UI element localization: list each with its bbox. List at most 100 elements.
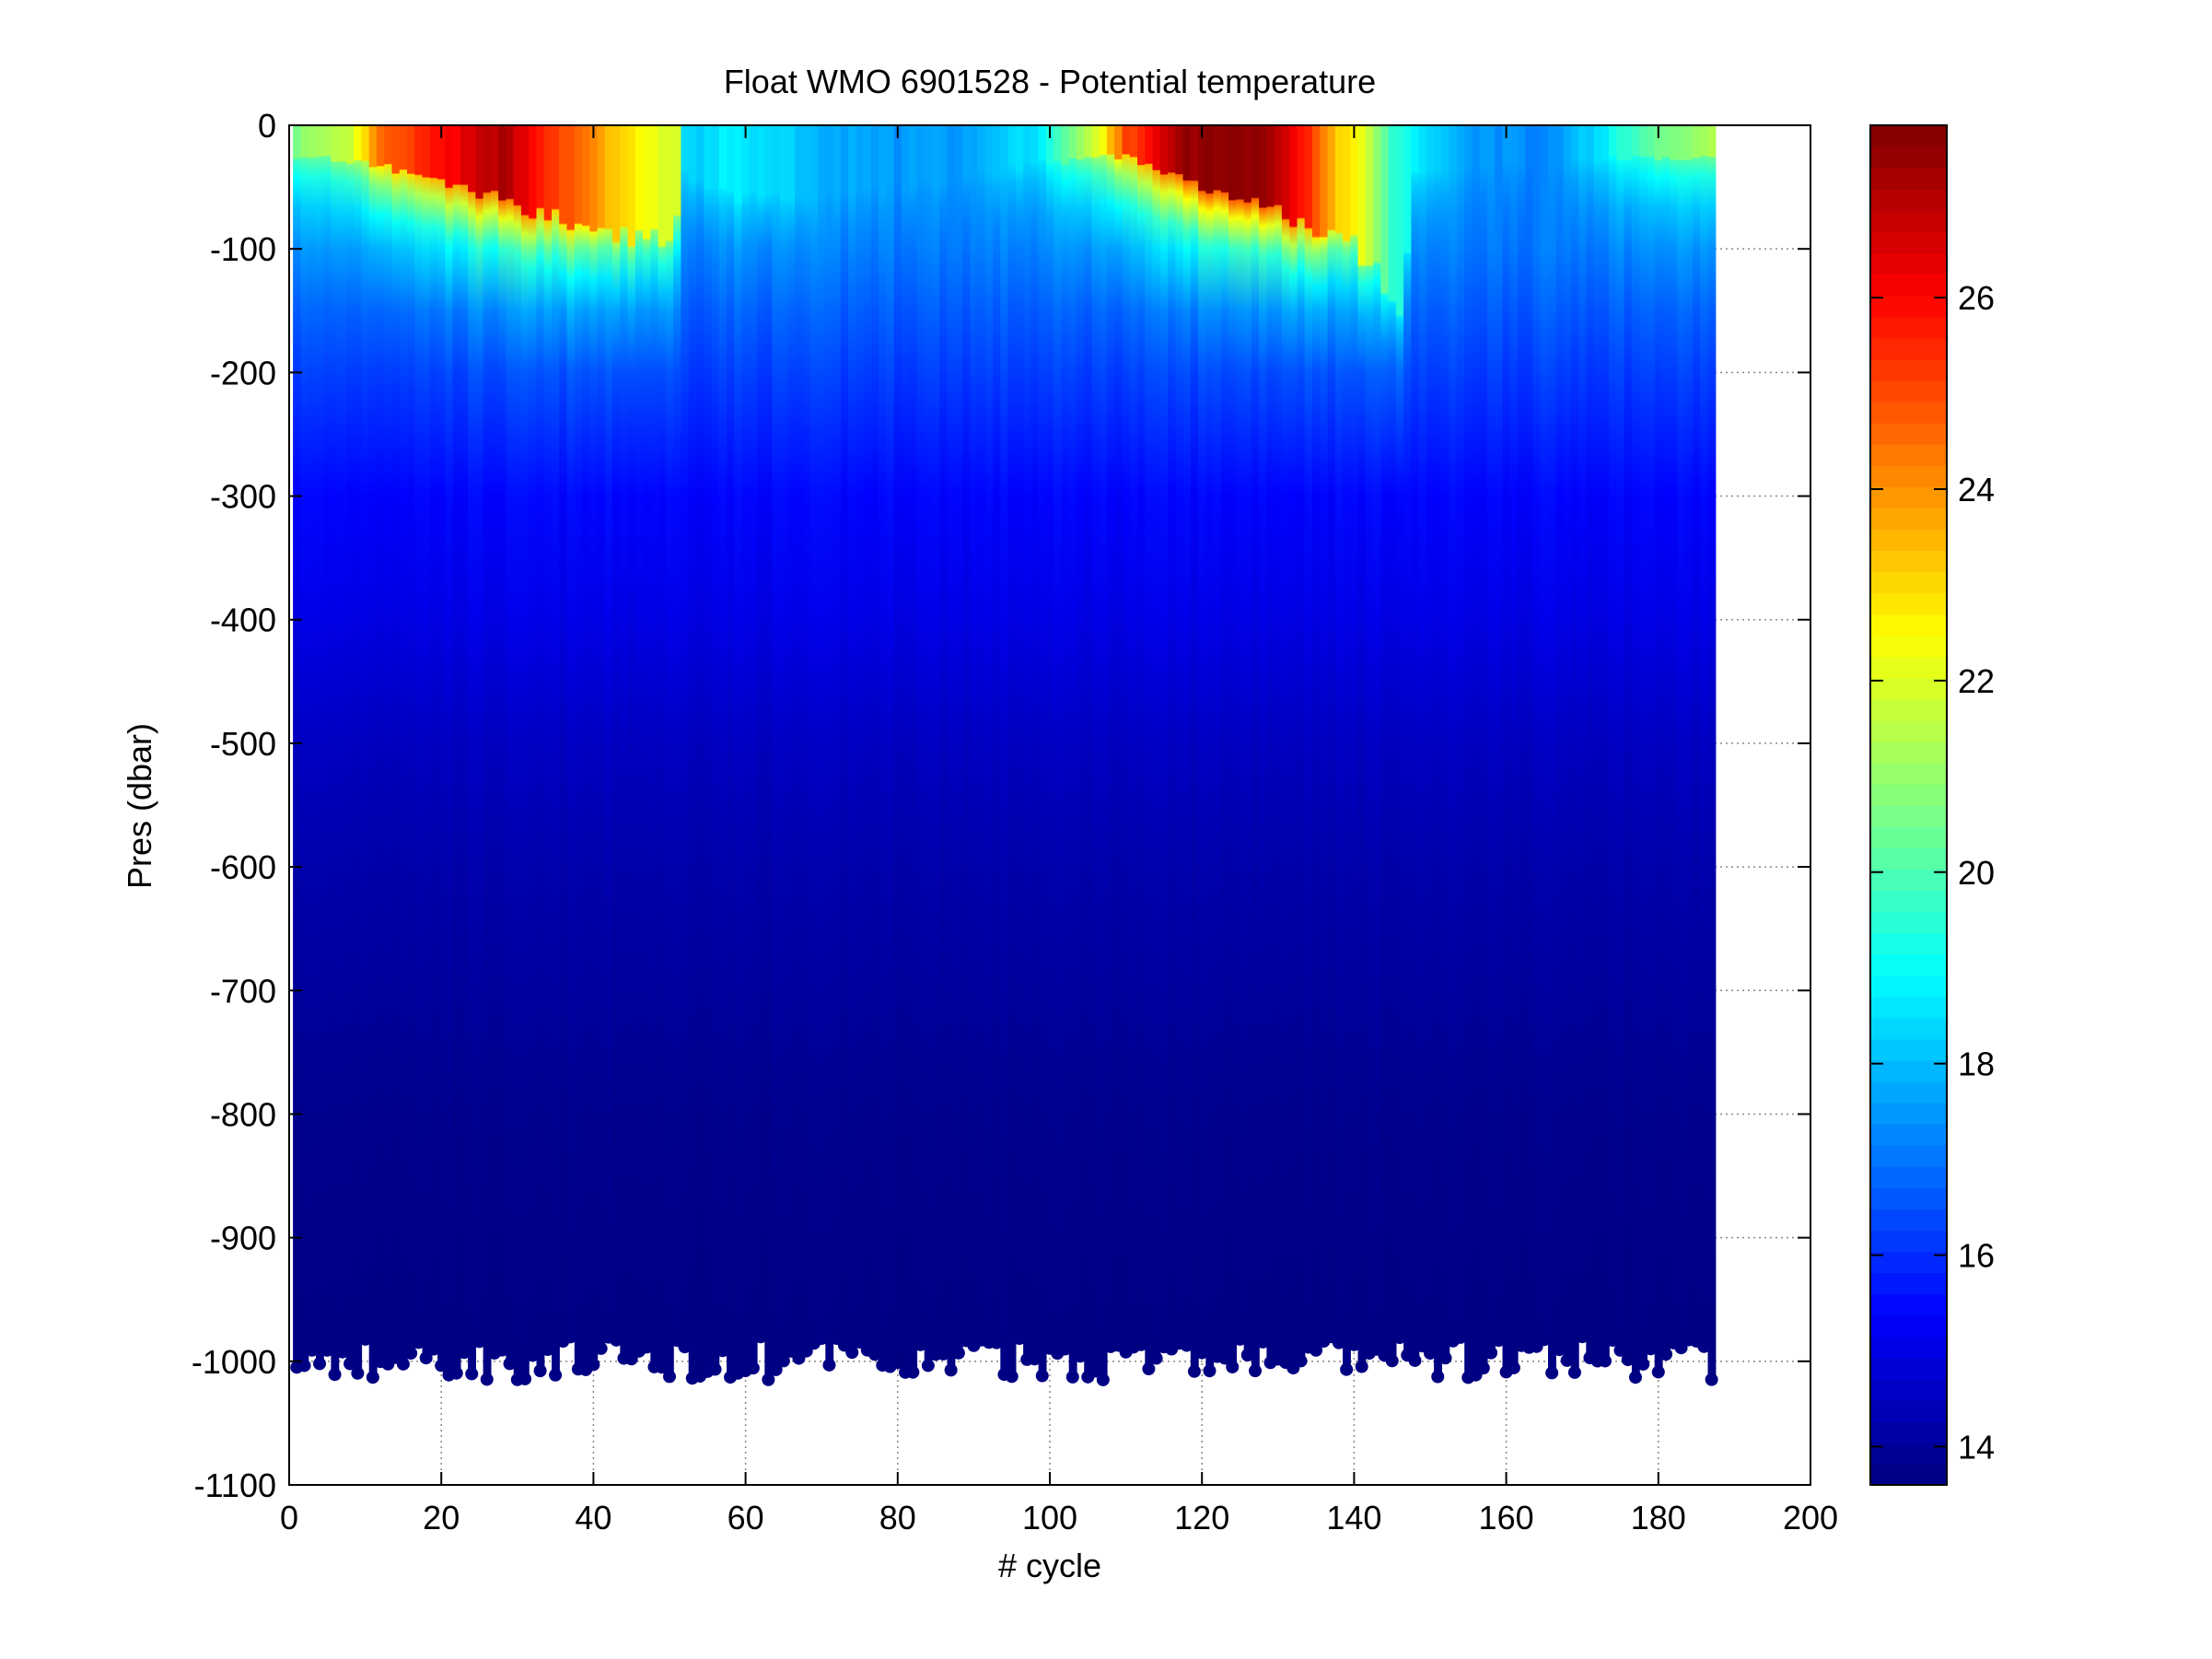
cycle-column — [475, 125, 484, 1342]
profile-bottom-point — [1674, 1341, 1688, 1355]
cycle-column — [1137, 125, 1146, 1345]
cycle-column — [1068, 125, 1077, 1377]
cycle-column — [1243, 125, 1252, 1355]
cycle-column — [1693, 125, 1701, 1341]
profile-bottom-point — [320, 1343, 334, 1357]
colorbar-segment — [1870, 592, 1947, 615]
profile-bottom-point — [594, 1341, 608, 1355]
profile-bottom-point — [1537, 1333, 1551, 1347]
profile-bottom-point — [1705, 1373, 1718, 1386]
cycle-column — [1388, 125, 1397, 1361]
cycle-column — [529, 125, 538, 1356]
cycle-column — [1411, 125, 1420, 1361]
profile-bottom-point — [678, 1340, 692, 1354]
colorbar-segment — [1870, 252, 1947, 275]
cycle-column — [809, 125, 819, 1344]
profile-bottom-point — [1340, 1362, 1354, 1376]
cycle-column — [993, 125, 1001, 1343]
colorbar-segment — [1870, 529, 1947, 551]
colorbar-segment — [1870, 422, 1947, 445]
cycle-column — [1586, 125, 1595, 1359]
cycle-column — [1601, 125, 1610, 1361]
profile-bottom-point — [351, 1366, 365, 1380]
cycle-column — [604, 125, 613, 1338]
cycle-column — [1023, 125, 1031, 1360]
cycle-column — [1259, 125, 1267, 1342]
cycle-column — [1251, 125, 1260, 1372]
cycle-column — [688, 125, 697, 1379]
cycle-column — [634, 125, 644, 1351]
y-tick-label: -1100 — [194, 1466, 276, 1504]
colorbar-segment — [1870, 125, 1947, 147]
profile-bottom-point — [1507, 1361, 1520, 1374]
cycle-column — [1334, 125, 1344, 1343]
cycle-column — [543, 125, 553, 1349]
cycle-column — [468, 125, 476, 1374]
y-tick-label: -700 — [210, 972, 276, 1010]
profile-bottom-point — [549, 1368, 563, 1382]
cycle-column — [1175, 125, 1184, 1344]
cycle-column — [954, 125, 963, 1353]
cycle-column — [1281, 125, 1290, 1362]
cycle-column — [429, 125, 438, 1349]
cycle-column — [300, 125, 309, 1366]
cycle-column — [870, 125, 879, 1355]
colorbar-segment — [1870, 316, 1947, 339]
cycle-column — [627, 125, 636, 1360]
profile-bottom-point — [769, 1362, 783, 1376]
cycle-column — [772, 125, 781, 1370]
profile-bottom-point — [503, 1357, 517, 1371]
cycle-column — [331, 125, 340, 1375]
cycle-column — [939, 125, 949, 1354]
colorbar-segment — [1870, 1357, 1947, 1380]
cycle-column — [589, 125, 599, 1365]
colorbar-segment — [1870, 274, 1947, 297]
colorbar-segment — [1870, 550, 1947, 573]
cycle-column — [1570, 125, 1579, 1373]
colorbar-segment — [1870, 1442, 1947, 1465]
profile-bottom-point — [1096, 1373, 1110, 1386]
profile-bottom-point — [305, 1343, 319, 1357]
profile-bottom-point — [868, 1348, 882, 1361]
cycle-column — [787, 125, 796, 1351]
profile-bottom-point — [1598, 1354, 1612, 1368]
profile-bottom-point — [328, 1368, 342, 1382]
colorbar-segment — [1870, 1399, 1947, 1422]
cycle-column — [1418, 125, 1427, 1347]
cycle-column — [704, 125, 713, 1372]
cycle-column — [1274, 125, 1283, 1360]
colorbar-tick-label: 16 — [1958, 1237, 1995, 1275]
x-tick-label: 120 — [1174, 1499, 1229, 1536]
heatmap — [290, 125, 1718, 1386]
x-tick-label: 20 — [423, 1499, 460, 1536]
colorbar-segment — [1870, 168, 1947, 190]
colorbar-segment — [1870, 358, 1947, 381]
colorbar-tick-label: 18 — [1958, 1046, 1995, 1083]
colorbar-segment — [1870, 762, 1947, 785]
cycle-column — [1616, 125, 1625, 1350]
cycle-column — [1548, 125, 1556, 1373]
colorbar-tick-label: 24 — [1958, 471, 1995, 508]
cycle-column — [1312, 125, 1321, 1350]
cycle-column — [1684, 125, 1694, 1340]
y-tick-label: -300 — [210, 478, 276, 516]
colorbar-frame — [1869, 124, 1948, 1486]
y-tick-label: -600 — [210, 848, 276, 886]
profile-bottom-point — [335, 1345, 349, 1359]
profile-bottom-point — [1476, 1361, 1490, 1375]
cycle-column — [1099, 125, 1108, 1380]
profile-bottom-point — [1256, 1335, 1270, 1349]
x-tick-label: 140 — [1326, 1499, 1381, 1536]
cycle-column — [832, 125, 842, 1339]
cycle-column — [916, 125, 926, 1345]
profile-bottom-point — [533, 1364, 547, 1378]
profile-bottom-point — [1567, 1365, 1581, 1379]
colorbar-segment — [1870, 1209, 1947, 1231]
colorbar-segment — [1870, 1166, 1947, 1188]
profile-bottom-point — [1613, 1343, 1627, 1357]
profile-bottom-point — [1226, 1360, 1240, 1373]
colorbar-segment — [1870, 1230, 1947, 1253]
profile-bottom-point — [716, 1344, 729, 1358]
colorbar-segment — [1870, 1463, 1947, 1486]
cycle-column — [1236, 125, 1245, 1339]
